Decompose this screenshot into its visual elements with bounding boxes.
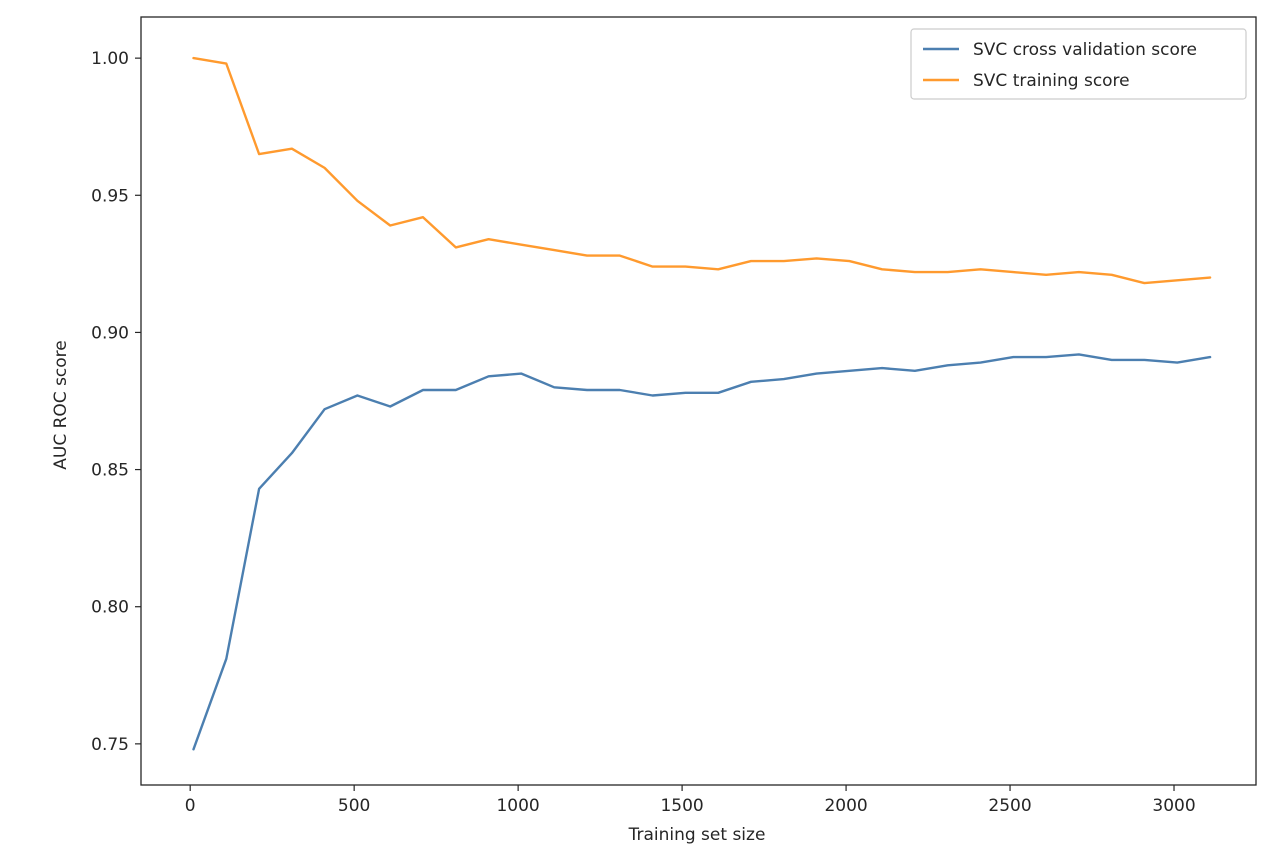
x-tick-label: 3000 [1152,796,1195,816]
series-line-training [192,56,1212,285]
x-tick-label: 500 [338,796,370,816]
y-tick-label: 0.75 [91,735,129,755]
x-tick-label: 2500 [988,796,1031,816]
x-tick-label: 2000 [824,796,867,816]
x-axis-ticks: 0 500 1000 1500 2000 2500 3000 [185,785,1196,816]
legend-box [910,28,1247,100]
legend-label: SVC training score [973,71,1130,91]
x-tick-label: 1000 [496,796,539,816]
y-axis-label: AUC ROC score [51,340,71,470]
legend: SVC cross validation score SVC training s… [910,28,1247,100]
y-tick-label: 0.95 [91,186,129,206]
series-line-cross-validation [192,353,1212,751]
x-tick-label: 0 [185,796,196,816]
y-tick-label: 0.90 [91,323,129,343]
y-tick-label: 0.85 [91,461,129,481]
plot-frame [140,16,1257,786]
legend-label: SVC cross validation score [973,40,1197,60]
series-lines [192,56,1212,751]
y-axis-ticks: 0.75 0.80 0.85 0.90 0.95 1.00 [91,49,141,755]
plot-area [140,16,1257,786]
y-tick-label: 1.00 [91,49,129,69]
x-axis-label: Training set size [628,825,766,845]
y-tick-label: 0.80 [91,598,129,618]
x-tick-label: 1500 [660,796,703,816]
